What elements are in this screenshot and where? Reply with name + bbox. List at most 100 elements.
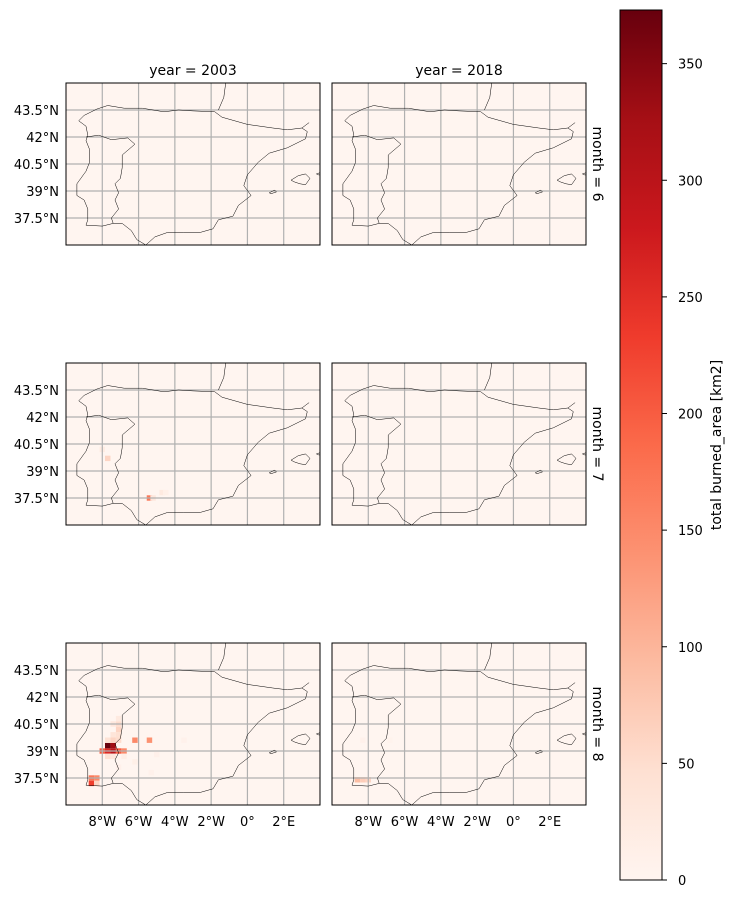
lon-tick-label: 6°W — [391, 815, 419, 830]
colorbar-tick-label: 100 — [678, 641, 703, 656]
burned-area-cell — [110, 753, 116, 760]
island-outline — [581, 452, 586, 456]
coastline — [214, 391, 310, 411]
burned-area-cell — [354, 777, 361, 783]
colorbar-tick-label: 250 — [678, 291, 703, 306]
island-outline — [534, 749, 543, 754]
lat-tick-label: 39°N — [26, 185, 59, 200]
burned-area-cell — [148, 769, 154, 776]
lon-tick-label: 2°W — [463, 815, 491, 830]
colorbar-tick-label: 350 — [678, 58, 703, 73]
lat-tick-label: 43.5°N — [14, 384, 59, 399]
row-title-month-6: month = 6 — [589, 127, 605, 202]
coastline — [76, 385, 308, 525]
burned-area-cell — [105, 737, 111, 743]
island-outline — [534, 469, 543, 474]
coastline — [214, 111, 310, 131]
lon-tick-labels: 8°W 6°W 4°W 2°W 0° 2°E 8°W 6°W 4°W 2°W 0° 2°E — [88, 815, 561, 830]
burned-area-cell — [387, 737, 393, 743]
row-title-month-8: month = 8 — [589, 687, 605, 762]
coastline — [218, 643, 226, 671]
lon-tick-label: 0° — [240, 815, 255, 830]
coastline — [76, 665, 308, 805]
burned-area-cell — [105, 455, 111, 462]
burned-area-cell — [181, 737, 187, 743]
coastline — [480, 671, 576, 691]
map-panel-2003-month-7 — [65, 362, 321, 526]
colorbar-tick-label: 150 — [678, 524, 703, 539]
burned-area-cell — [105, 753, 111, 760]
colorbar-tick-label: 200 — [678, 408, 703, 423]
colorbar-label: total burned_area [km2] — [709, 360, 725, 530]
lon-tick-label: 4°W — [427, 815, 455, 830]
lat-tick-label: 39°N — [26, 745, 59, 760]
coastline — [342, 665, 574, 805]
panel-frame — [331, 362, 587, 526]
coastline — [480, 111, 576, 131]
lat-tick-labels: 43.5°N 42°N 40.5°N 39°N 37.5°N 43.5°N 42°N 40.5… — [14, 104, 59, 787]
colorbar-tick-label: 0 — [678, 874, 686, 889]
burned-area-cell — [132, 759, 138, 765]
col-title-2018: year = 2018 — [415, 63, 503, 79]
map-panel-2018-month-6 — [331, 82, 587, 246]
burned-area-cell — [88, 780, 95, 787]
lat-tick-label: 43.5°N — [14, 664, 59, 679]
burned-area-cell — [115, 732, 122, 738]
lat-tick-label: 40.5°N — [14, 718, 59, 733]
panel-frame — [65, 82, 321, 246]
lon-tick-label: 2°W — [197, 815, 225, 830]
burned-area-cell — [360, 777, 366, 783]
island-outline — [290, 453, 311, 465]
coastline — [85, 134, 136, 224]
col-title-2003: year = 2003 — [149, 63, 237, 79]
lat-tick-label: 37.5°N — [14, 772, 59, 787]
map-panel-2003-month-6 — [65, 82, 321, 246]
island-outline — [268, 469, 277, 474]
coastline — [351, 134, 402, 224]
coastline — [484, 643, 492, 671]
panel-frame — [331, 642, 587, 806]
lon-tick-label: 2°E — [272, 815, 295, 830]
coastline — [218, 363, 226, 391]
facet-panels — [65, 82, 587, 806]
panel-frame — [65, 362, 321, 526]
burned-area-cell — [153, 751, 160, 758]
colorbar-tick-label: 50 — [678, 757, 695, 772]
coastline — [351, 414, 402, 504]
burned-area-cell — [105, 742, 111, 749]
coastline — [85, 414, 136, 504]
lat-tick-label: 42°N — [26, 691, 59, 706]
map-panel-2018-month-7 — [331, 362, 587, 526]
burned-area-cell — [110, 732, 116, 738]
coastline — [342, 385, 574, 525]
island-outline — [581, 172, 586, 176]
island-outline — [556, 453, 577, 465]
row-title-month-7: month = 7 — [589, 407, 605, 482]
lat-tick-label: 39°N — [26, 465, 59, 480]
coastline — [484, 363, 492, 391]
lon-tick-label: 4°W — [161, 815, 189, 830]
lat-tick-label: 42°N — [26, 411, 59, 426]
burned-area-cell — [115, 715, 122, 722]
burned-area-cell — [163, 489, 169, 496]
coastline — [85, 694, 136, 784]
colorbar: 0 50 100 150 200 250 300 350 total burned_area … — [619, 9, 725, 889]
panel-frame — [65, 642, 321, 806]
burned-area-cell — [159, 489, 165, 496]
burned-area-cell — [121, 753, 127, 760]
burned-area-cell — [110, 737, 116, 743]
island-outline — [556, 173, 577, 185]
burned-area-cell — [146, 737, 153, 743]
lon-tick-label: 8°W — [354, 815, 382, 830]
coastline — [342, 105, 574, 245]
lat-tick-label: 40.5°N — [14, 438, 59, 453]
island-outline — [290, 733, 311, 745]
map-panel-2003-month-8 — [65, 642, 321, 806]
island-outline — [268, 189, 277, 194]
coastline — [480, 391, 576, 411]
colorbar-tick-label: 300 — [678, 174, 703, 189]
island-outline — [556, 733, 577, 745]
burned-area-cell — [360, 737, 366, 743]
burned-area-cell — [132, 737, 138, 743]
